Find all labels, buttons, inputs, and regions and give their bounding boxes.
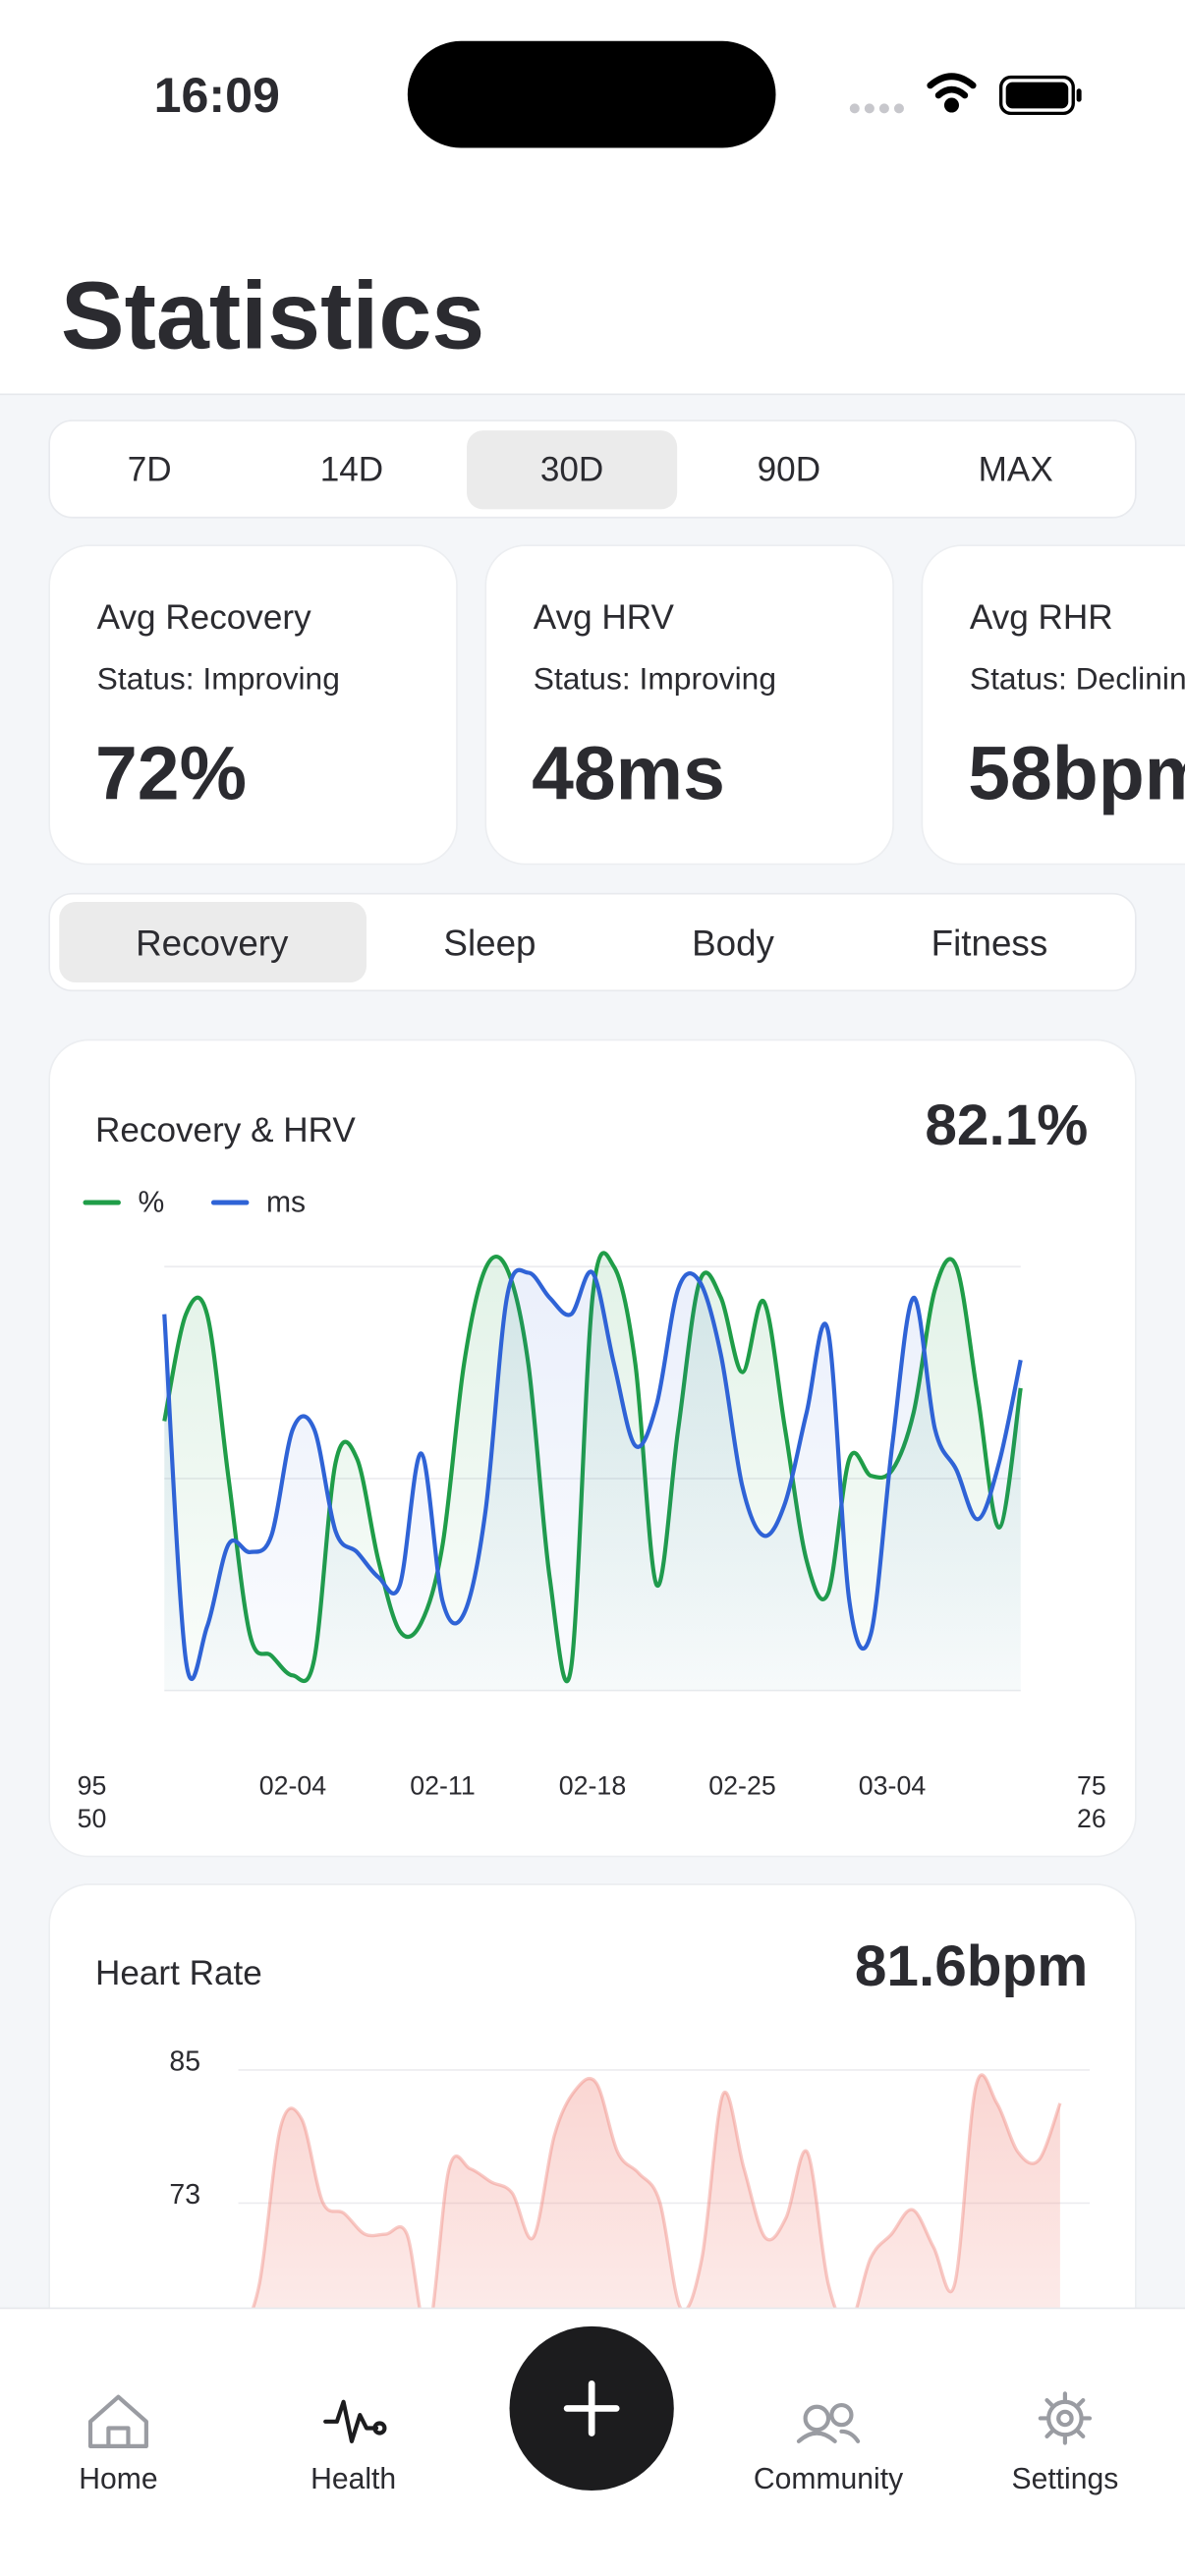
- y-axis-max: 95: [78, 1771, 107, 1801]
- category-tab[interactable]: Body: [692, 923, 774, 963]
- y2-axis-min: 26: [1077, 1804, 1106, 1833]
- battery-icon: [998, 75, 1082, 116]
- period-tab[interactable]: MAX: [979, 451, 1053, 489]
- nav-icon: [1038, 2391, 1093, 2445]
- legend-label: %: [139, 1187, 165, 1219]
- stat-card-title: Avg Recovery: [97, 598, 311, 637]
- wifi-icon: [927, 73, 977, 113]
- chart-headline: 82.1%: [925, 1093, 1088, 1157]
- heart-rate-chart: Heart Rate 81.6bpm 73 85: [95, 1934, 1090, 2309]
- y-tick-label: 73: [169, 2179, 200, 2211]
- stat-card: Avg HRV Status: Improving 48ms: [484, 544, 894, 866]
- stat-card-title: Avg HRV: [534, 598, 675, 637]
- category-tab[interactable]: Recovery: [136, 923, 289, 963]
- category-tab-selected: [59, 902, 367, 982]
- area-fill: [164, 1269, 1021, 1691]
- category-tab[interactable]: Sleep: [443, 923, 536, 963]
- nav-item[interactable]: Home: [79, 2394, 158, 2495]
- x-tick-label: 02-18: [559, 1771, 626, 1801]
- stat-card: Avg Recovery Status: Improving 72%: [48, 544, 458, 866]
- nav-icon: [796, 2403, 861, 2443]
- stat-card: Avg RHR Status: Declining 58bpm: [921, 544, 1185, 866]
- x-tick-label: 03-04: [859, 1771, 927, 1801]
- nav-icon: [87, 2394, 148, 2448]
- stat-card-title: Avg RHR: [970, 598, 1113, 637]
- area-fill: [253, 2074, 1060, 2309]
- chart-title: Recovery & HRV: [95, 1111, 356, 1149]
- stat-card-status: Status: Declining: [970, 661, 1185, 697]
- y2-axis-max: 75: [1077, 1771, 1106, 1801]
- chart-headline: 81.6bpm: [855, 1934, 1088, 1998]
- add-button[interactable]: [509, 2325, 674, 2492]
- x-tick-label: 02-04: [259, 1771, 327, 1801]
- nav-item[interactable]: Health: [310, 2399, 396, 2495]
- chart-title: Heart Rate: [95, 1954, 262, 1992]
- period-tab[interactable]: 14D: [320, 451, 383, 489]
- stat-card-value: 48ms: [532, 732, 725, 816]
- stat-card-value: 58bpm: [968, 732, 1185, 816]
- nav-item[interactable]: Settings: [1012, 2391, 1119, 2495]
- recovery-chart: Recovery & HRV 82.1%% ms 02-04 02-11 02-18 02-…: [78, 1093, 1106, 1833]
- category-tab[interactable]: Fitness: [931, 923, 1048, 963]
- signal-icon: [849, 103, 904, 114]
- nav-icon: [323, 2399, 387, 2443]
- y-tick-label: 85: [169, 2046, 200, 2078]
- nav-label: Home: [79, 2463, 157, 2495]
- nav-label: Health: [310, 2463, 396, 2495]
- nav-item[interactable]: Community: [754, 2403, 903, 2495]
- period-tab[interactable]: 30D: [540, 451, 603, 489]
- page-title: Statistics: [61, 262, 484, 369]
- period-tab[interactable]: 90D: [758, 451, 820, 489]
- period-tabs: 7D 14D 30D 90D MAX: [128, 430, 1053, 510]
- stat-card-bg: [921, 544, 1185, 866]
- y-axis-min: 50: [78, 1804, 107, 1833]
- stat-card-status: Status: Improving: [534, 661, 776, 697]
- period-tab-selected: [467, 430, 678, 510]
- clock: 16:09: [154, 68, 280, 123]
- stat-card-status: Status: Improving: [97, 661, 340, 697]
- legend-label: ms: [266, 1187, 306, 1219]
- stat-card-bg: [484, 544, 894, 866]
- nav-label: Settings: [1012, 2463, 1119, 2495]
- area-line: [251, 2073, 1062, 2309]
- period-tab[interactable]: 7D: [128, 451, 172, 489]
- series-line: [162, 1267, 1023, 1681]
- scroll-content: 7D 14D 30D 90D MAX Avg Recovery Status: Impro…: [48, 420, 1185, 2309]
- stat-card-bg: [48, 544, 458, 866]
- stat-card-value: 72%: [95, 732, 247, 816]
- nav-label: Community: [754, 2463, 903, 2495]
- nav-items: Home Health Community Settings: [79, 2391, 1119, 2495]
- x-tick-label: 02-25: [708, 1771, 775, 1801]
- dynamic-island: [407, 40, 776, 148]
- category-tabs: Recovery Sleep Body Fitness: [59, 902, 1047, 982]
- stat-cards: Avg Recovery Status: Improving 72% Avg HRV S…: [48, 544, 1185, 866]
- x-tick-label: 02-11: [410, 1771, 475, 1801]
